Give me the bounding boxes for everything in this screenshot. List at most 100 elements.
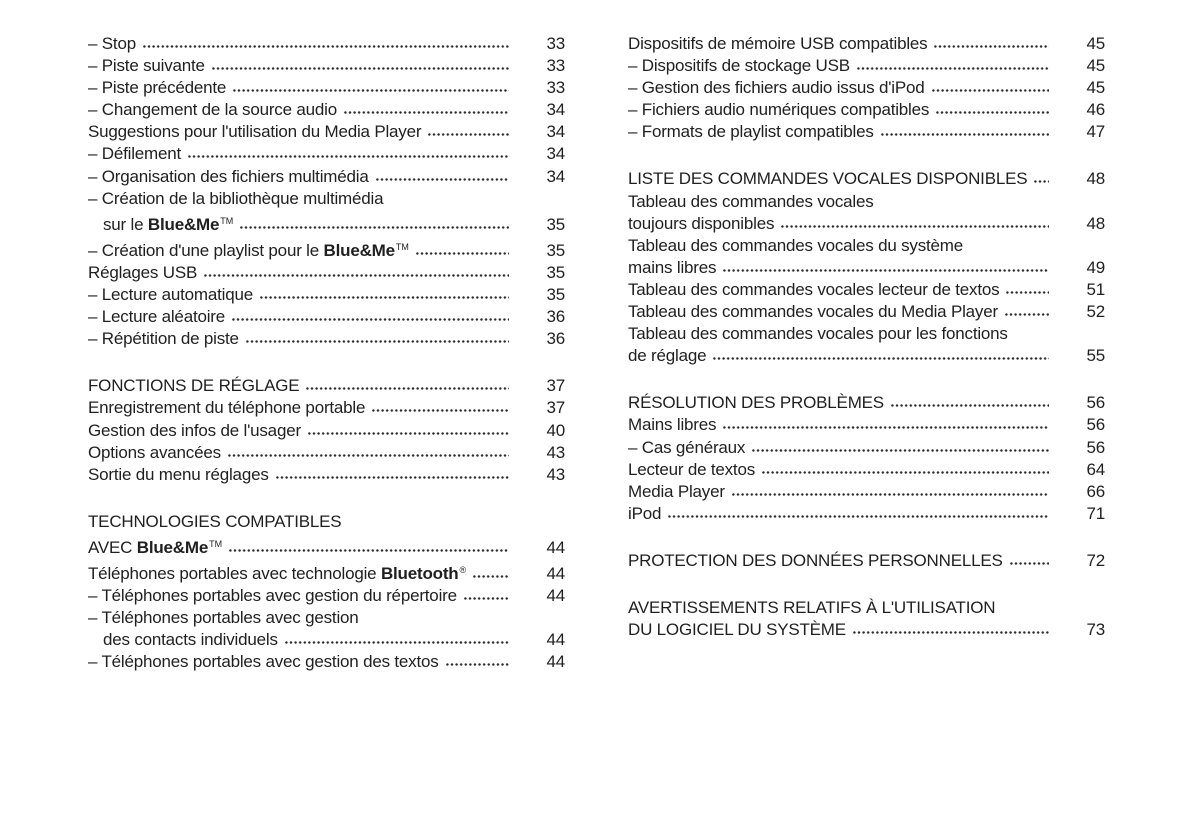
toc-entry-label: – Téléphones portables avec gestion xyxy=(88,607,359,629)
toc-entry-text: – Lecture aléatoire xyxy=(88,307,226,327)
page-number: 37 xyxy=(546,398,565,418)
toc-entry-text: AVERTISSEMENTS RELATIFS À L'UTILISATION xyxy=(628,597,996,617)
toc-line: – Piste précédente 33 xyxy=(88,77,565,99)
toc-line: – Cas généraux 56 xyxy=(628,437,1105,459)
dot-leader xyxy=(227,453,509,457)
page-number: 33 xyxy=(546,78,565,98)
toc-entry-label: AVEC Blue&MeTM xyxy=(88,533,222,559)
toc-entry-label: DU LOGICIEL DU SYSTÈME xyxy=(628,619,846,641)
toc-line: Tableau des commandes vocales xyxy=(628,191,1105,213)
toc-entry-label: – Téléphones portables avec gestion des … xyxy=(88,651,439,673)
toc-entry: Options avancées 43 xyxy=(88,442,565,464)
toc-entry-label: – Formats de playlist compatibles xyxy=(628,121,874,143)
dot-leader xyxy=(723,426,1049,430)
page-number: 44 xyxy=(546,630,565,650)
dot-leader xyxy=(713,357,1049,361)
dot-leader xyxy=(142,45,509,48)
toc-entry: – Téléphones portables avec gestion du r… xyxy=(88,585,565,607)
toc-entry: Dispositifs de mémoire USB compatibles 45 xyxy=(628,33,1105,55)
toc-entry-label: RÉSOLUTION DES PROBLÈMES xyxy=(628,392,884,414)
toc-entry-label: toujours disponibles xyxy=(628,213,774,235)
toc-line: Dispositifs de mémoire USB compatibles 45 xyxy=(628,33,1105,55)
toc-entry-label: Suggestions pour l'utilisation du Media … xyxy=(88,121,422,143)
toc-entry-label: – Dispositifs de stockage USB xyxy=(628,55,850,77)
toc-line: – Téléphones portables avec gestion du r… xyxy=(88,585,565,607)
toc-entry-text: DU LOGICIEL DU SYSTÈME xyxy=(628,620,846,640)
toc-line: FONCTIONS DE RÉGLAGE 37 xyxy=(88,375,565,397)
toc-entry-text: – Téléphones portables avec gestion xyxy=(88,608,359,628)
toc-line: – Téléphones portables avec gestion des … xyxy=(88,651,565,673)
toc-entry-label: – Création de la bibliothèque multimédia xyxy=(88,188,384,210)
toc-entry-text: Media Player xyxy=(628,481,725,501)
toc-entry-text: Blue&Me xyxy=(136,537,209,557)
toc-entry-text: Lecteur de textos xyxy=(628,459,756,479)
dot-leader xyxy=(240,225,509,229)
toc-line: sur le Blue&MeTM 35 xyxy=(88,210,565,236)
toc-entry-text: – Changement de la source audio xyxy=(88,100,337,120)
toc-entry-text: – Organisation des fichiers multimédia xyxy=(88,166,369,186)
toc-entry-text: sur le xyxy=(103,214,148,234)
toc-entry-label: de réglage xyxy=(628,345,707,367)
toc-entry-label: Media Player xyxy=(628,481,725,503)
dot-leader xyxy=(204,273,509,277)
toc-entry: Lecteur de textos 64 xyxy=(628,459,1105,481)
toc-line: – Piste suivante 33 xyxy=(88,55,565,77)
toc-entry-label: – Organisation des fichiers multimédia xyxy=(88,166,369,188)
dot-leader xyxy=(1006,290,1049,294)
toc-entry-text: Tableau des commandes vocales pour les f… xyxy=(628,324,1008,344)
dot-leader xyxy=(232,318,509,322)
toc-entry-label: mains libres xyxy=(628,257,716,279)
page-number: 56 xyxy=(1086,415,1105,435)
toc-entry: – Stop 33 xyxy=(88,33,565,55)
toc-entry: – Changement de la source audio 34 xyxy=(88,99,565,121)
toc-entry-text: Dispositifs de mémoire USB compatibles xyxy=(628,34,928,53)
toc-entry-text: – Répétition de piste xyxy=(88,329,239,349)
toc-entry-label: Gestion des infos de l'usager xyxy=(88,420,301,442)
toc-column-left: – Stop 33– Piste suivante 33– Piste précéd… xyxy=(88,33,565,673)
page-number: 48 xyxy=(1086,213,1105,233)
dot-leader xyxy=(731,492,1049,496)
toc-entry-text: Gestion des infos de l'usager xyxy=(88,420,301,440)
toc-entry-text: FONCTIONS DE RÉGLAGE xyxy=(88,376,300,396)
toc-entry: Tableau des commandes vocales toujours di… xyxy=(628,191,1105,235)
toc-entry-label: Tableau des commandes vocales pour les f… xyxy=(628,323,1008,345)
superscript-mark: TM xyxy=(209,538,223,549)
toc-line: TECHNOLOGIES COMPATIBLES xyxy=(88,511,565,533)
dot-leader xyxy=(375,177,509,181)
dot-leader xyxy=(723,268,1049,272)
toc-line: – Défilement 34 xyxy=(88,143,565,165)
page-number: 51 xyxy=(1086,279,1105,299)
toc-entry: – Défilement 34 xyxy=(88,143,565,165)
toc-entry-label: TECHNOLOGIES COMPATIBLES xyxy=(88,511,342,533)
toc-entry-label: Tableau des commandes vocales du système xyxy=(628,235,963,257)
toc-entry-text: Blue&Me xyxy=(323,240,396,260)
toc-line: de réglage 55 xyxy=(628,345,1105,367)
page-number: 35 xyxy=(546,240,565,260)
toc-entry-text: – Création de la bibliothèque multimédia xyxy=(88,188,384,208)
toc-entry: Sortie du menu réglages 43 xyxy=(88,464,565,486)
toc-entry-label: des contacts individuels xyxy=(103,629,278,651)
page-number: 44 xyxy=(546,537,565,557)
toc-entry-text: – Création d'une playlist pour le xyxy=(88,240,324,260)
toc-entry-text: – Piste précédente xyxy=(88,78,227,98)
toc-line: Tableau des commandes vocales lecteur de… xyxy=(628,279,1105,301)
toc-entry: Téléphones portables avec technologie Bl… xyxy=(88,559,565,585)
dot-leader xyxy=(668,514,1049,518)
page-number: 73 xyxy=(1086,620,1105,640)
toc-entry: – Organisation des fichiers multimédia 34 xyxy=(88,166,565,188)
toc-entry-text: Téléphones portables avec technologie xyxy=(88,563,381,583)
dot-leader xyxy=(245,340,509,344)
toc-entry-label: Options avancées xyxy=(88,442,221,464)
toc-entry-text: – Piste suivante xyxy=(88,56,205,76)
dot-leader xyxy=(284,641,509,645)
toc-entry: – Téléphones portables avec gestion des … xyxy=(88,651,565,673)
page-number: 34 xyxy=(546,144,565,164)
toc-entry-label: – Téléphones portables avec gestion du r… xyxy=(88,585,457,607)
page-number: 35 xyxy=(546,285,565,305)
toc-line: DU LOGICIEL DU SYSTÈME 73 xyxy=(628,619,1105,641)
toc-entry: Media Player 66 xyxy=(628,481,1105,503)
toc-entry: – Répétition de piste 36 xyxy=(88,328,565,350)
toc-line: des contacts individuels 44 xyxy=(88,629,565,651)
toc-entry-label: AVERTISSEMENTS RELATIFS À L'UTILISATION xyxy=(628,597,996,619)
page-number: 35 xyxy=(546,214,565,234)
